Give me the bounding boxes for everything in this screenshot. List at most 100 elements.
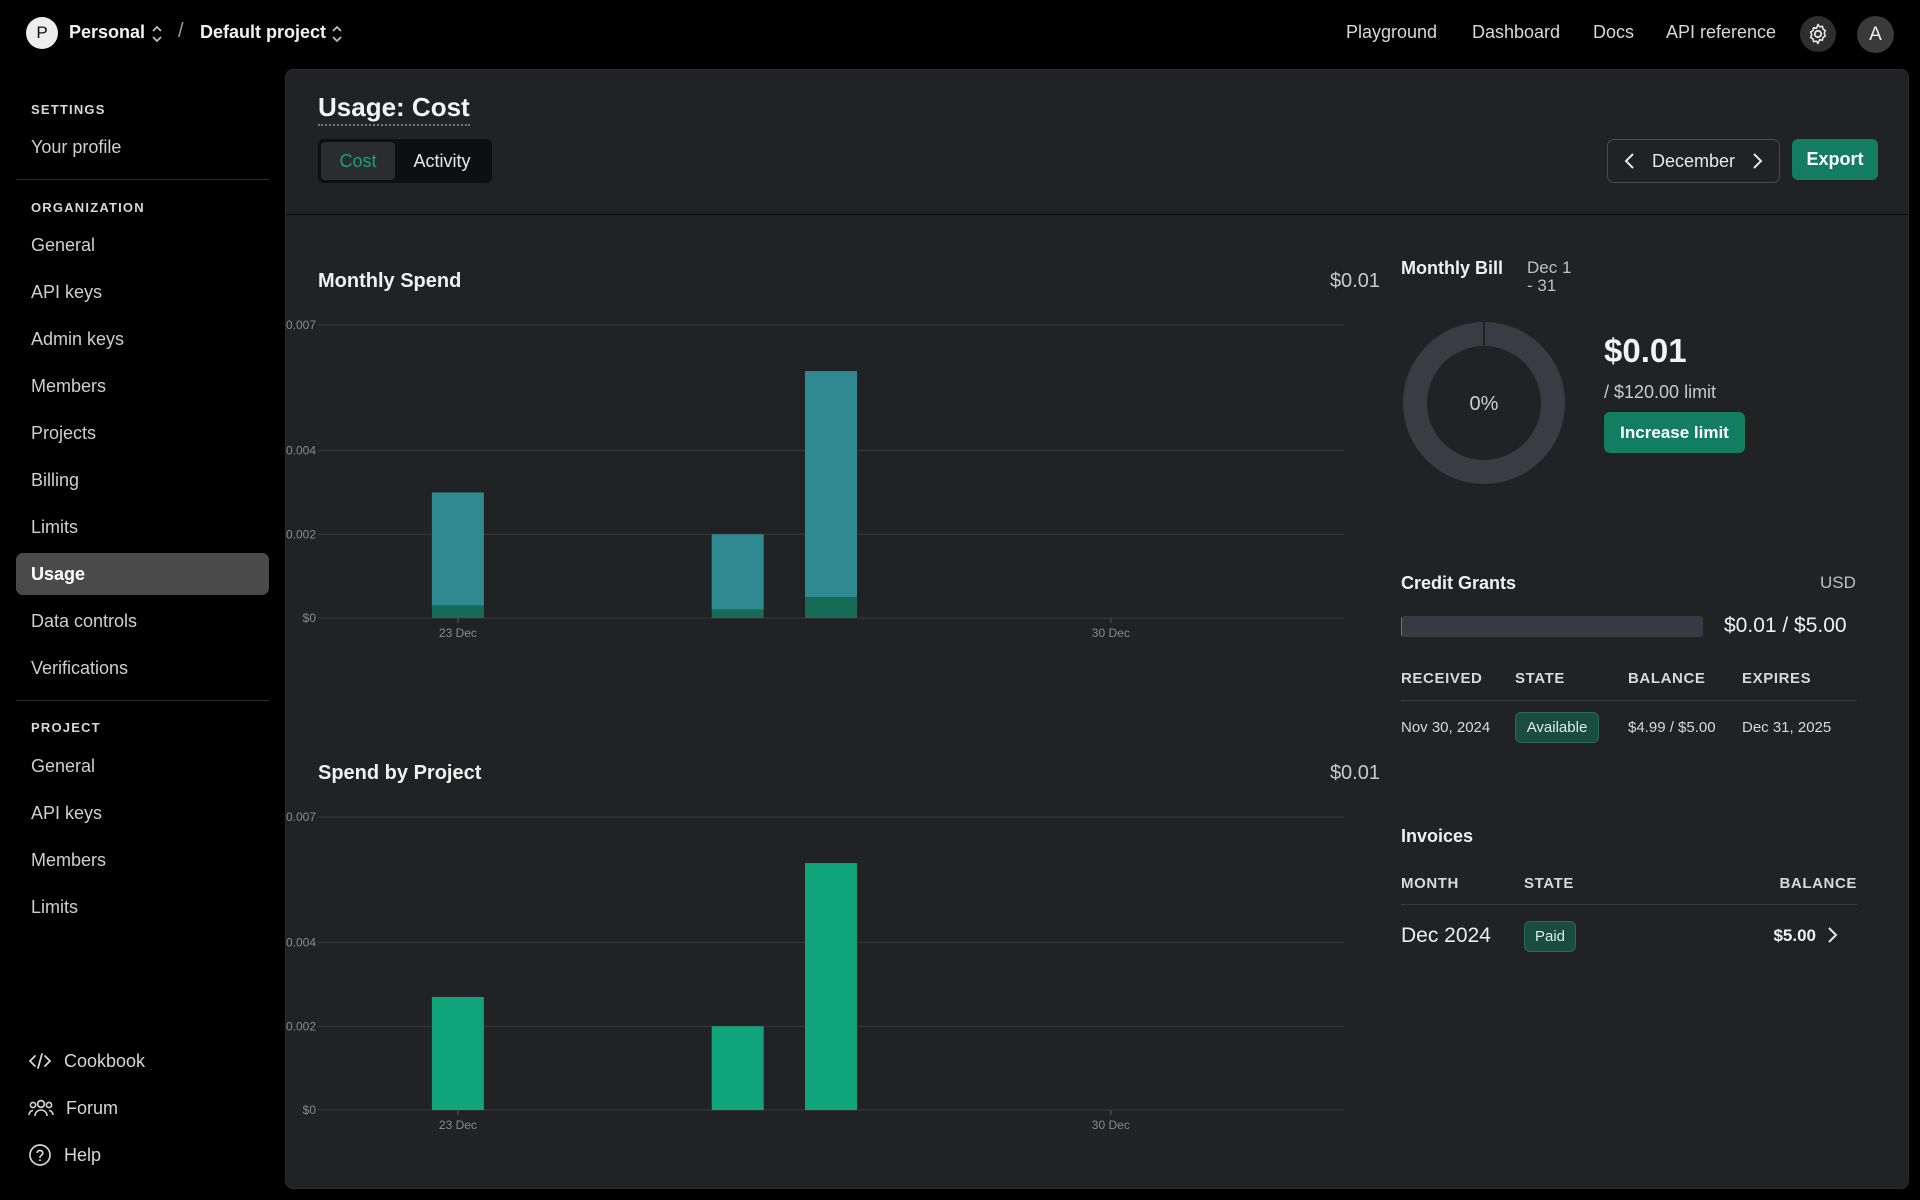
- y-tick-label: $0.004: [286, 936, 316, 950]
- settings-button[interactable]: [1800, 16, 1836, 52]
- chart-bar: [805, 371, 857, 598]
- bill-range-end: - 31: [1527, 276, 1557, 295]
- sidebar-item-billing[interactable]: Billing: [31, 469, 80, 490]
- nav-api-reference[interactable]: API reference: [1666, 22, 1777, 42]
- project-heading: PROJECT: [31, 720, 101, 735]
- x-tick-label: 23 Dec: [439, 626, 477, 640]
- chart-bar: [805, 863, 857, 1110]
- chevron-right-icon[interactable]: [1751, 152, 1763, 170]
- grant-received: Nov 30, 2024: [1401, 719, 1491, 736]
- sidebar-item-limits[interactable]: Limits: [31, 516, 79, 537]
- sidebar-item-general[interactable]: General: [31, 234, 96, 255]
- chevron-left-icon[interactable]: [1624, 152, 1636, 170]
- page-title: Usage: Cost: [318, 92, 470, 126]
- sidebar-item-api-keys[interactable]: API keys: [31, 281, 103, 302]
- bill-donut: 0%: [1403, 322, 1565, 484]
- footer-forum[interactable]: Forum: [28, 1094, 118, 1122]
- invoice-month: Dec 2024: [1401, 924, 1491, 947]
- bill-amount: $0.01: [1604, 332, 1687, 369]
- y-tick-label: $0.004: [286, 444, 316, 458]
- donut-percent: 0%: [1470, 393, 1499, 415]
- col-balance: BALANCE: [1628, 670, 1706, 687]
- bill-limit: / $120.00 limit: [1604, 382, 1717, 402]
- col-state: STATE: [1515, 670, 1565, 687]
- nav-docs[interactable]: Docs: [1593, 22, 1635, 42]
- credit-progress-fill: [1401, 616, 1403, 637]
- org-switcher[interactable]: Personal: [69, 22, 146, 42]
- view-tabs: Cost Activity: [318, 139, 492, 183]
- chart-bar: [431, 996, 484, 1110]
- org-avatar[interactable]: P: [26, 17, 58, 49]
- organization-heading: ORGANIZATION: [31, 200, 145, 215]
- breadcrumb-separator: /: [178, 20, 184, 42]
- x-tick-label: 23 Dec: [439, 1118, 477, 1132]
- top-bar: P Personal / Default project Playground …: [0, 0, 1920, 68]
- export-button[interactable]: Export: [1792, 139, 1878, 180]
- sidebar-item-data-controls[interactable]: Data controls: [31, 610, 138, 631]
- monthly-spend-total: $0.01: [1329, 270, 1380, 292]
- x-tick-label: 30 Dec: [1092, 1118, 1130, 1132]
- spend-by-project-title: Spend by Project: [318, 762, 482, 784]
- chart-bar: [431, 492, 484, 606]
- status-badge: Paid: [1524, 921, 1576, 952]
- footer-help[interactable]: Help: [28, 1141, 101, 1169]
- monthly-spend-title: Monthly Spend: [318, 270, 462, 292]
- col-month: MONTH: [1401, 875, 1459, 892]
- sidebar-item-usage[interactable]: Usage: [16, 553, 269, 595]
- footer-forum-label: Forum: [66, 1097, 119, 1118]
- invoices-header-divider: [1401, 904, 1857, 905]
- col-invoice-balance: BALANCE: [1779, 875, 1857, 892]
- chart-bar: [711, 534, 764, 610]
- increase-limit-button[interactable]: Increase limit: [1604, 412, 1745, 453]
- y-tick-label: $0: [303, 1103, 317, 1117]
- y-tick-label: $0.002: [286, 1019, 316, 1033]
- sidebar-item-members[interactable]: Members: [31, 375, 107, 396]
- invoices-title: Invoices: [1401, 826, 1474, 846]
- sidebar-item-projects[interactable]: Projects: [31, 422, 97, 443]
- spend-by-project-total: $0.01: [1329, 762, 1380, 784]
- month-label[interactable]: December: [1651, 150, 1736, 171]
- sidebar-item-project-api-keys[interactable]: API keys: [31, 802, 103, 823]
- chevron-up-down-icon[interactable]: [150, 24, 164, 44]
- y-tick-label: $0: [303, 611, 317, 625]
- y-tick-label: $0.002: [286, 527, 316, 541]
- header-divider: [286, 214, 1908, 215]
- sidebar-item-verifications[interactable]: Verifications: [31, 657, 129, 678]
- main-panel: Usage: Cost Cost Activity December Expor…: [285, 69, 1909, 1189]
- sidebar-item-project-general[interactable]: General: [31, 755, 96, 776]
- credit-progress-bar: [1401, 616, 1703, 637]
- chevron-up-down-icon[interactable]: [330, 24, 344, 44]
- y-tick-label: $0.007: [286, 810, 316, 824]
- invoice-balance: $5.00: [1773, 926, 1816, 945]
- tab-cost[interactable]: Cost: [321, 142, 395, 180]
- sidebar-item-your-profile[interactable]: Your profile: [31, 136, 122, 157]
- sidebar-item-project-limits[interactable]: Limits: [31, 896, 79, 917]
- footer-cookbook-label: Cookbook: [64, 1050, 146, 1071]
- tab-activity[interactable]: Activity: [413, 150, 471, 171]
- credit-summary: $0.01 / $5.00: [1724, 614, 1847, 637]
- footer-cookbook[interactable]: Cookbook: [28, 1047, 145, 1075]
- chart-bar: [431, 605, 484, 618]
- grants-header-divider: [1401, 700, 1857, 701]
- col-received: RECEIVED: [1401, 670, 1483, 687]
- credit-grants-title: Credit Grants: [1401, 573, 1517, 593]
- col-expires: EXPIRES: [1742, 670, 1812, 687]
- sidebar-item-admin-keys[interactable]: Admin keys: [31, 328, 125, 349]
- chart-bar: [805, 597, 857, 618]
- y-tick-label: $0.007: [286, 318, 316, 332]
- user-avatar[interactable]: A: [1857, 16, 1894, 53]
- sidebar-item-project-members[interactable]: Members: [31, 849, 107, 870]
- project-switcher[interactable]: Default project: [200, 22, 327, 42]
- sidebar-divider: [16, 700, 269, 701]
- gear-icon: [1809, 23, 1827, 45]
- monthly-bill-title: Monthly Bill: [1401, 258, 1503, 278]
- chevron-right-icon[interactable]: [1826, 926, 1838, 944]
- nav-dashboard[interactable]: Dashboard: [1472, 22, 1561, 42]
- sidebar-divider: [16, 179, 269, 180]
- settings-heading: SETTINGS: [31, 102, 106, 117]
- help-icon: [29, 1144, 51, 1166]
- col-invoice-state: STATE: [1524, 875, 1574, 892]
- nav-playground[interactable]: Playground: [1346, 22, 1438, 42]
- code-icon: [28, 1053, 52, 1069]
- month-picker: December: [1607, 139, 1780, 183]
